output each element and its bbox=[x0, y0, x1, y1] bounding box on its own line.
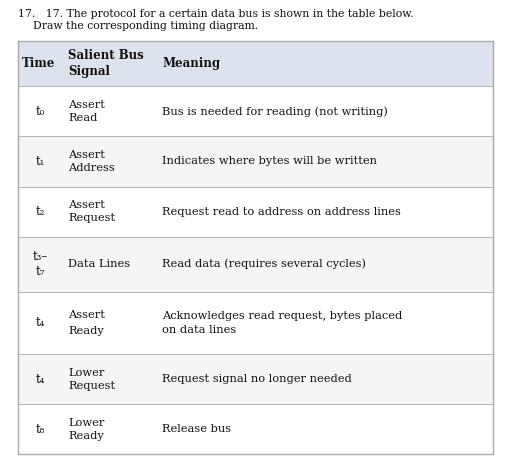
Text: Ready: Ready bbox=[68, 431, 104, 441]
Text: Request read to address on address lines: Request read to address on address lines bbox=[162, 207, 400, 217]
Text: t₀: t₀ bbox=[36, 105, 45, 118]
Text: Request: Request bbox=[68, 381, 115, 391]
Text: Bus is needed for reading (not writing): Bus is needed for reading (not writing) bbox=[162, 106, 387, 117]
Text: t₃–: t₃– bbox=[33, 251, 48, 263]
Bar bbox=[18, 354, 492, 404]
Text: Assert: Assert bbox=[68, 200, 105, 210]
Text: Indicates where bytes will be written: Indicates where bytes will be written bbox=[162, 157, 377, 167]
Text: t₂: t₂ bbox=[35, 205, 45, 218]
Text: Draw the corresponding timing diagram.: Draw the corresponding timing diagram. bbox=[33, 21, 258, 31]
Text: t₇: t₇ bbox=[35, 265, 45, 278]
Text: Salient Bus
Signal: Salient Bus Signal bbox=[68, 50, 143, 78]
Text: Assert: Assert bbox=[68, 100, 105, 110]
Text: Read data (requires several cycles): Read data (requires several cycles) bbox=[162, 259, 366, 269]
Text: Read: Read bbox=[68, 113, 97, 123]
Text: Assert: Assert bbox=[68, 310, 105, 320]
Text: Request signal no longer needed: Request signal no longer needed bbox=[162, 374, 351, 384]
Text: t₄: t₄ bbox=[35, 373, 45, 386]
Bar bbox=[18, 291, 492, 354]
Text: Acknowledges read request, bytes placed
on data lines: Acknowledges read request, bytes placed … bbox=[162, 311, 402, 335]
Text: Meaning: Meaning bbox=[162, 57, 220, 70]
Text: Lower: Lower bbox=[68, 418, 104, 428]
Text: Ready: Ready bbox=[68, 326, 104, 336]
Text: t₄: t₄ bbox=[35, 316, 45, 330]
Text: Time: Time bbox=[22, 57, 55, 70]
Bar bbox=[18, 236, 492, 291]
Bar bbox=[18, 404, 492, 454]
Text: t₈: t₈ bbox=[36, 423, 45, 436]
Text: Address: Address bbox=[68, 163, 115, 173]
Text: Lower: Lower bbox=[68, 368, 104, 378]
Text: Data Lines: Data Lines bbox=[68, 259, 130, 269]
Bar bbox=[18, 136, 492, 186]
Bar bbox=[18, 41, 492, 86]
Text: 17.   17. The protocol for a certain data bus is shown in the table below.: 17. 17. The protocol for a certain data … bbox=[18, 9, 413, 19]
Text: t₁: t₁ bbox=[35, 155, 45, 168]
Text: Release bus: Release bus bbox=[162, 425, 231, 434]
Bar bbox=[18, 86, 492, 136]
Bar bbox=[18, 186, 492, 236]
Text: Request: Request bbox=[68, 213, 115, 223]
Text: Assert: Assert bbox=[68, 150, 105, 160]
